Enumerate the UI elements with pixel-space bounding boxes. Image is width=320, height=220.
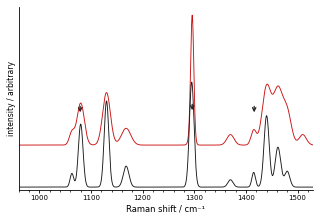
Y-axis label: intensity / arbitrary: intensity / arbitrary xyxy=(7,61,16,136)
X-axis label: Raman shift / cm⁻¹: Raman shift / cm⁻¹ xyxy=(126,204,205,213)
